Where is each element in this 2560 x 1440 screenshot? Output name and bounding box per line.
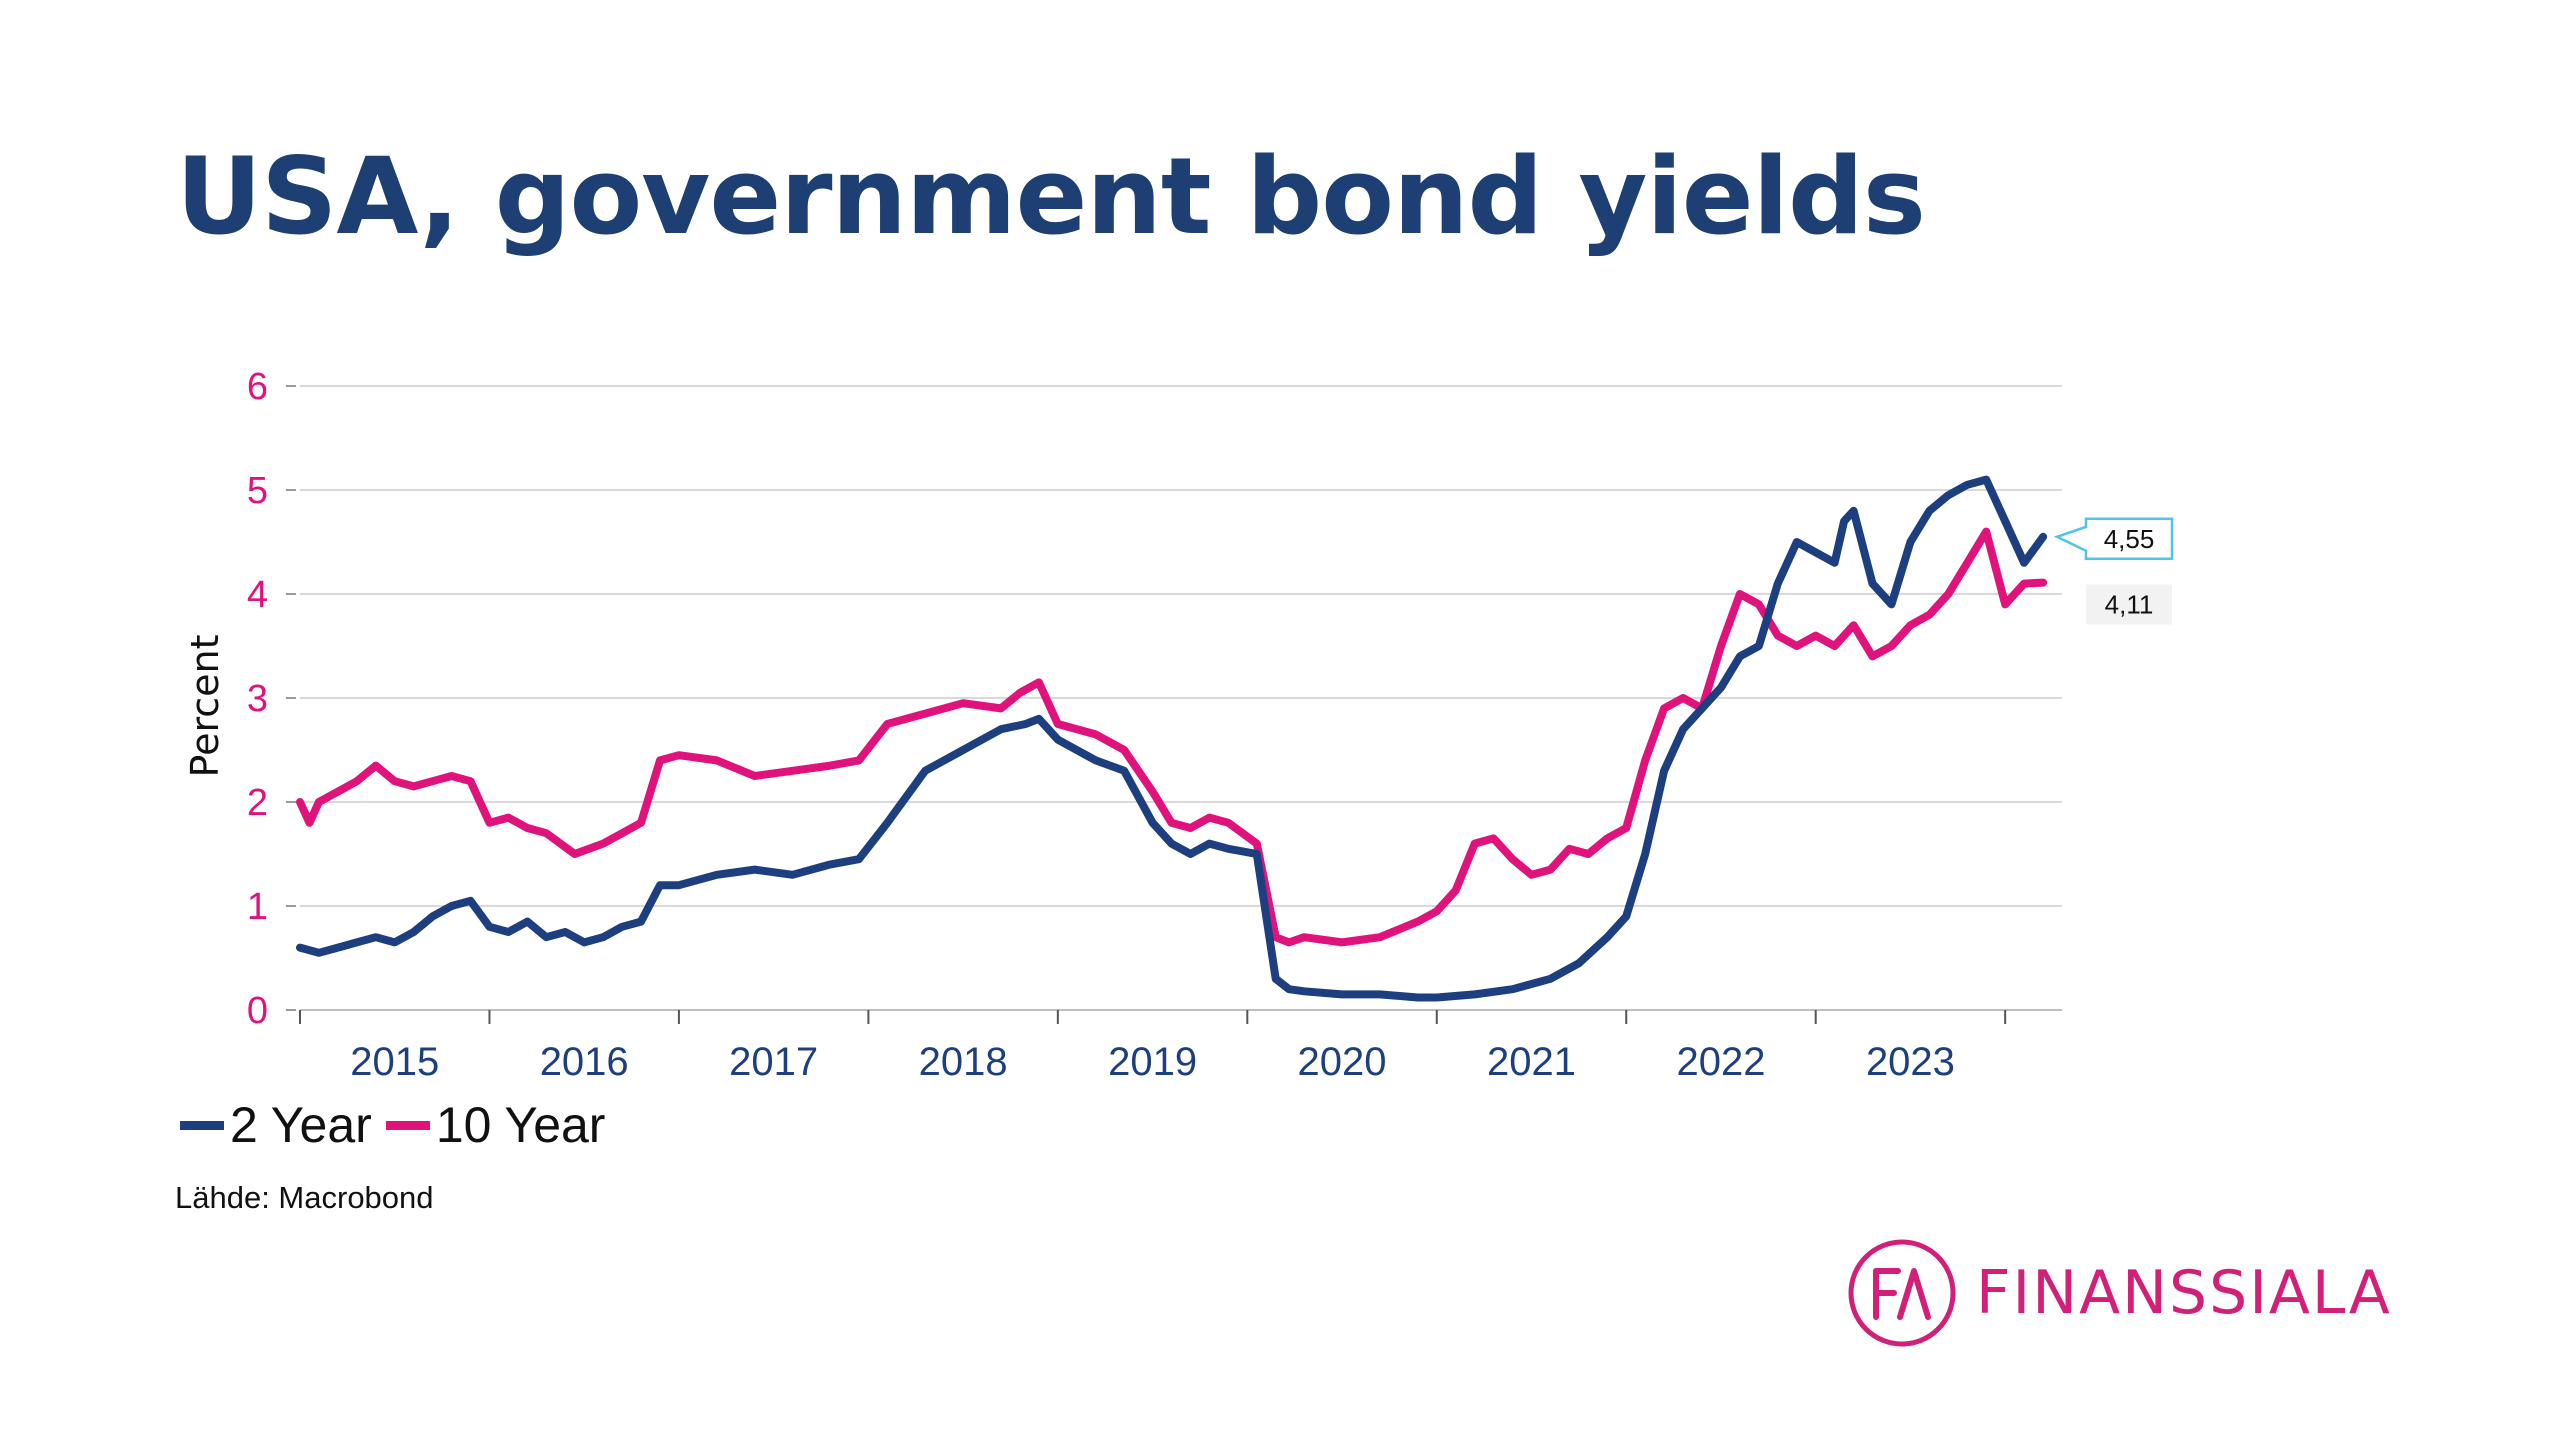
- legend-item-2-year: 2 Year: [180, 1096, 372, 1154]
- x-tick-label: 2023: [1866, 1040, 1955, 1084]
- legend-swatch-2-year: [180, 1120, 224, 1130]
- x-tick-label: 2022: [1676, 1040, 1765, 1084]
- series-line-2-year: [296, 475, 2048, 1002]
- x-tick-label: 2015: [350, 1040, 439, 1084]
- legend-swatch-10-year: [385, 1120, 430, 1130]
- page-title: USA, government bond yields: [176, 135, 1926, 258]
- x-tick-label: 2020: [1298, 1040, 1387, 1084]
- x-tick-label: 2016: [540, 1040, 629, 1084]
- y-tick-label: 6: [247, 366, 268, 408]
- x-tick-label: 2019: [1108, 1040, 1197, 1084]
- y-tick-label: 3: [247, 678, 268, 720]
- legend-label-2-year: 2 Year: [230, 1097, 372, 1153]
- y-tick-label: 2: [247, 782, 268, 824]
- fa-logo-mark-icon: [1848, 1239, 1956, 1347]
- legend-label-10-year: 10 Year: [435, 1097, 606, 1153]
- series-line-10-year: [296, 527, 2048, 947]
- legend-item-10-year: 10 Year: [385, 1096, 606, 1154]
- x-tick-label: 2018: [919, 1040, 1008, 1084]
- x-tick-label: 2021: [1487, 1040, 1576, 1084]
- source-note: Lähde: Macrobond: [175, 1180, 434, 1215]
- y-axis-title: Percent: [183, 635, 227, 778]
- y-tick-label: 4: [247, 574, 268, 616]
- legend: 2 Year 10 Year: [180, 1096, 619, 1154]
- x-axis: 2015 2016 2017 2018 2019 2020 2021 2022 2023: [299, 1009, 2062, 1084]
- y-axis: 0 1 2 3 4 5 6 Percent: [183, 366, 296, 1032]
- end-label-box-10-year: [2086, 584, 2172, 625]
- y-tick-label: 5: [247, 470, 268, 512]
- x-tick-label: 2017: [729, 1040, 818, 1084]
- finanssiala-logo: FINANSSIALA: [1846, 1237, 2392, 1349]
- end-value-labels: 4,55 4,11: [2053, 517, 2174, 625]
- end-label-10-year: 4,11: [2105, 590, 2154, 620]
- end-label-box-2-year: [2053, 517, 2174, 561]
- y-tick-label: 1: [247, 886, 268, 928]
- gridlines: [300, 385, 2062, 907]
- logo-text: FINANSSIALA: [1976, 1258, 2392, 1328]
- y-tick-label: 0: [247, 990, 268, 1032]
- end-label-2-year: 4,55: [2104, 524, 2155, 554]
- series-lines: [296, 475, 2048, 1002]
